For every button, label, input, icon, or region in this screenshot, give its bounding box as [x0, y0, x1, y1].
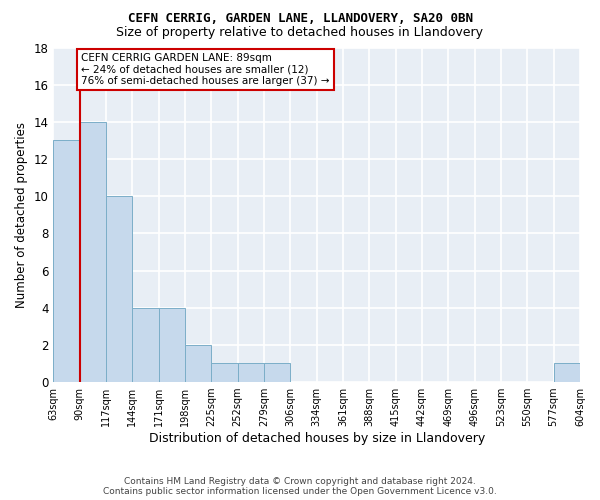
Text: Contains HM Land Registry data © Crown copyright and database right 2024.: Contains HM Land Registry data © Crown c… [124, 478, 476, 486]
Bar [554, 364, 580, 382]
Bar [185, 345, 211, 382]
Bar [80, 122, 106, 382]
Bar [106, 196, 133, 382]
Bar [211, 364, 238, 382]
Y-axis label: Number of detached properties: Number of detached properties [15, 122, 28, 308]
Bar [159, 308, 185, 382]
Bar [264, 364, 290, 382]
Text: CEFN CERRIG, GARDEN LANE, LLANDOVERY, SA20 0BN: CEFN CERRIG, GARDEN LANE, LLANDOVERY, SA… [128, 12, 473, 26]
Text: Contains public sector information licensed under the Open Government Licence v3: Contains public sector information licen… [103, 487, 497, 496]
Text: CEFN CERRIG GARDEN LANE: 89sqm
← 24% of detached houses are smaller (12)
76% of : CEFN CERRIG GARDEN LANE: 89sqm ← 24% of … [81, 53, 329, 86]
Bar [53, 140, 80, 382]
Bar [133, 308, 159, 382]
Text: Size of property relative to detached houses in Llandovery: Size of property relative to detached ho… [116, 26, 484, 39]
Bar [238, 364, 264, 382]
X-axis label: Distribution of detached houses by size in Llandovery: Distribution of detached houses by size … [149, 432, 485, 445]
